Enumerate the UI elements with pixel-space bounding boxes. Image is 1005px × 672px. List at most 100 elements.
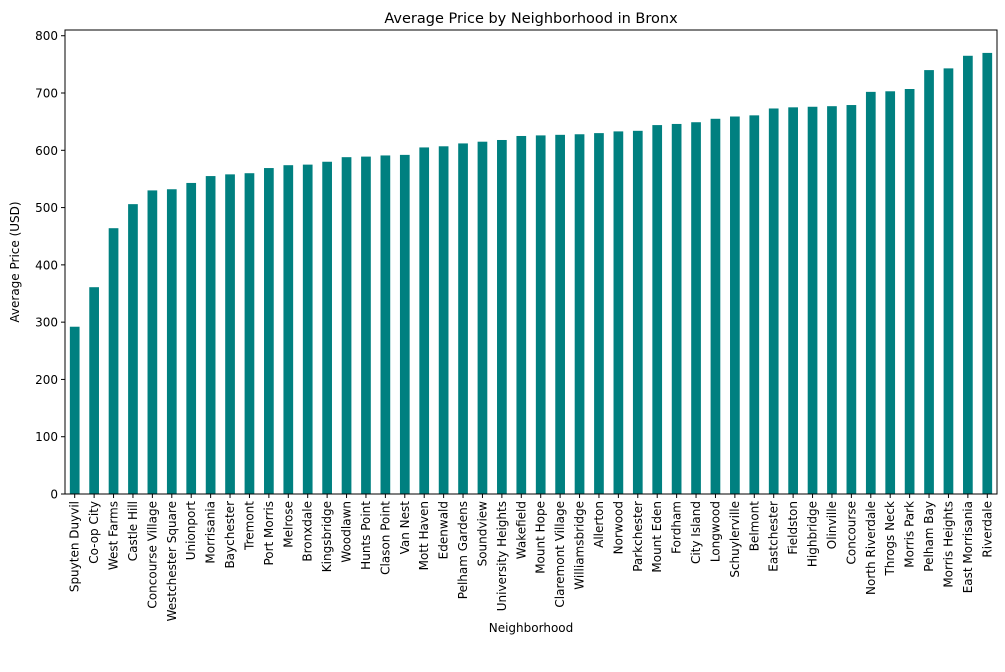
x-tick-label: Allerton [592,501,606,548]
bar [671,123,682,494]
bar [458,143,468,495]
bar [225,174,235,495]
bar [516,135,527,495]
x-tick-label: Edenwald [437,501,451,559]
x-tick-label: Soundview [475,501,489,567]
x-tick-label: Hunts Point [359,501,373,570]
x-tick-label: Pelham Gardens [456,501,470,599]
bar [89,287,99,494]
bar [166,189,177,494]
x-axis-label: Neighborhood [489,621,574,635]
x-tick-label: Co-op City [87,501,101,564]
bar [749,115,760,494]
y-tick-label: 200 [35,373,58,387]
bar [768,108,779,494]
y-tick-label: 300 [35,316,58,330]
x-tick-label: University Heights [495,501,509,611]
chart-title: Average Price by Neighborhood in Bronx [384,11,678,27]
bars-group [69,52,993,495]
bar [380,155,391,494]
x-tick-label: Morris Heights [941,501,955,588]
bar [535,135,546,494]
bar [982,52,993,494]
x-tick-label: Parkchester [631,501,645,572]
bar [497,139,507,495]
x-tick-label: Unionport [184,501,198,561]
x-tick-label: Longwood [708,501,722,562]
bar [924,70,934,494]
x-tick-label: Fieldston [786,501,800,555]
bar [147,190,158,494]
y-axis-label: Average Price (USD) [8,201,22,322]
bar [730,116,740,494]
bar [904,89,915,494]
x-tick-label: Pelham Bay [922,501,936,572]
x-tick-label: Bronxdale [301,501,315,562]
y-tick-label: 700 [35,87,58,101]
bar [710,118,721,494]
x-tick-label: Norwood [611,501,625,554]
bar [827,106,837,494]
plot-frame [64,29,998,495]
bar [186,182,197,494]
y-axis: 0 100 200 300 400 500 600 700 800 [35,29,65,502]
bar [963,55,973,494]
bar [865,91,876,495]
x-tick-label: Concourse Village [145,501,159,609]
x-tick-label: Eastchester [767,501,781,572]
x-tick-label: Williamsbridge [573,501,587,590]
bar [846,105,857,494]
bar [419,147,430,494]
x-tick-label: East Morrisania [961,501,975,593]
bar [341,157,352,495]
bar [632,130,643,494]
x-tick-label: City Island [689,501,703,564]
x-tick-label: Melrose [281,501,295,548]
x-tick-label: Clason Point [378,501,392,575]
y-tick-label: 600 [35,144,58,158]
bar [652,125,663,494]
x-tick-label: Riverdale [980,501,994,558]
bar [361,156,371,494]
x-tick-label: Spuyten Duyvil [68,501,82,592]
x-tick-label: Port Morris [262,501,276,566]
x-tick-label: Concourse [844,501,858,564]
bar [438,146,449,495]
x-tick-label: Claremont Village [553,501,567,608]
x-tick-label: Fordham [670,501,684,554]
x-tick-label: Van Nest [398,501,412,555]
x-tick-label: Woodlawn [340,501,354,563]
bar [264,168,274,495]
x-axis: Spuyten Duyvil Co-op City West Farms Castle… [68,494,994,621]
y-tick-label: 0 [50,488,58,502]
bar [108,228,119,494]
bar [128,204,138,494]
bar [613,131,624,494]
x-tick-label: Highbridge [806,501,820,567]
bar [283,165,294,494]
bar [477,141,488,494]
bar [69,326,80,494]
x-tick-label: Throgs Neck [883,501,897,577]
x-tick-label: Schuylerville [728,501,742,578]
bar [555,134,565,494]
bar [807,106,818,494]
bar [943,68,954,494]
x-tick-label: Morris Park [903,501,917,568]
bar [244,173,255,494]
x-tick-label: West Farms [107,501,121,570]
bar [885,91,896,494]
bar [594,133,604,495]
bar [322,161,332,494]
x-tick-label: Castle Hill [126,501,140,561]
x-tick-label: Mount Eden [650,501,664,573]
y-tick-label: 800 [35,29,58,43]
x-tick-label: Mott Haven [417,501,431,570]
x-tick-label: Wakefield [514,501,528,559]
x-tick-label: Olinville [825,501,839,549]
bar [574,134,585,494]
x-tick-label: Baychester [223,501,237,569]
y-tick-label: 100 [35,430,58,444]
bar [302,164,313,494]
